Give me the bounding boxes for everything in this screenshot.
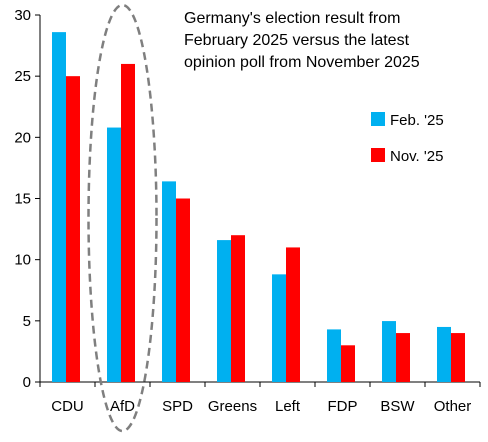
bar-feb-fdp: [327, 329, 341, 382]
x-tick-label: AfD: [110, 398, 135, 415]
x-axis: CDU AfD SPD Greens Left FDP BSW Other: [39, 381, 481, 415]
x-tick-label: SPD: [162, 398, 193, 415]
afd-highlight-ellipse: [87, 3, 158, 433]
chart-title: Germany's election result from February 2…: [184, 10, 420, 71]
y-tick-label: 30: [14, 7, 31, 24]
bar-feb-other: [437, 326, 451, 382]
x-tick-label: Greens: [208, 398, 257, 415]
x-tick-label: CDU: [51, 398, 84, 415]
highlight: [87, 3, 158, 433]
legend-swatch: [371, 148, 385, 162]
x-tick-label: Other: [434, 398, 472, 415]
x-tick-label: Left: [275, 398, 301, 415]
x-tick-label: FDP: [328, 398, 358, 415]
bar-feb-left: [272, 274, 286, 382]
y-tick-label: 0: [23, 374, 31, 391]
legend: Feb. '25 Nov. '25: [371, 112, 444, 165]
bars: [52, 32, 465, 383]
title-line: opinion poll from November 2025: [184, 54, 420, 71]
y-tick-label: 15: [14, 191, 31, 208]
bar-nov-spd: [176, 198, 190, 382]
y-axis: 0 5 10 15 20 25 30: [14, 7, 41, 391]
bar-feb-afd: [107, 127, 121, 383]
bar-feb-bsw: [382, 321, 396, 382]
bar-nov-afd: [121, 63, 135, 382]
legend-label: Feb. '25: [390, 112, 444, 129]
y-tick-label: 5: [23, 313, 31, 330]
title-line: February 2025 versus the latest: [184, 32, 410, 49]
legend-swatch: [371, 112, 385, 126]
bar-nov-greens: [231, 235, 245, 382]
title-line: Germany's election result from: [184, 10, 400, 27]
bar-nov-fdp: [341, 345, 355, 382]
y-tick-label: 10: [14, 252, 31, 269]
bar-nov-cdu: [66, 76, 80, 383]
y-tick-label: 20: [14, 129, 31, 146]
legend-label: Nov. '25: [390, 148, 443, 165]
y-tick-label: 25: [14, 68, 31, 85]
x-tick-label: BSW: [380, 398, 415, 415]
bar-feb-greens: [217, 240, 231, 382]
bar-nov-bsw: [396, 333, 410, 382]
bar-nov-left: [286, 247, 300, 382]
bar-feb-cdu: [52, 32, 66, 382]
bar-nov-other: [451, 333, 465, 382]
bar-feb-spd: [162, 181, 176, 382]
